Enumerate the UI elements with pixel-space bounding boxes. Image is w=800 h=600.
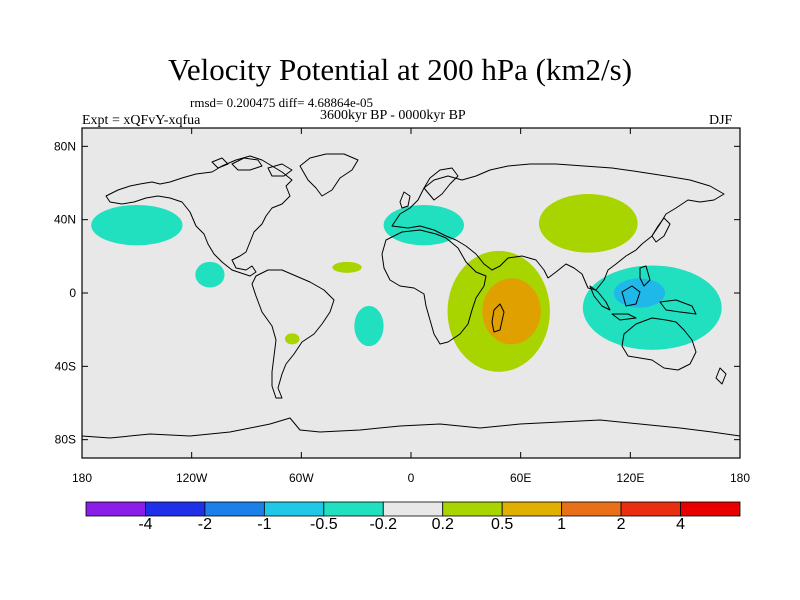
x-tick-label: 120W — [176, 471, 208, 485]
anomaly-maritime-continent-negative — [582, 265, 722, 350]
coastline-africa — [381, 229, 487, 345]
x-tick-label: 180 — [72, 471, 92, 485]
colorbar-swatch — [382, 501, 444, 517]
colorbar-label: 0.2 — [431, 516, 454, 533]
coastline-eurasia — [391, 163, 725, 291]
anomaly-south-america-small-positive — [284, 333, 300, 345]
y-tick-label: 80S — [55, 433, 76, 447]
colorbar-label: -0.2 — [369, 516, 398, 533]
colorbar-label: 4 — [676, 516, 685, 533]
anomaly-south-atlantic-negative — [354, 305, 384, 347]
colorbar-swatch — [442, 501, 503, 517]
stats-text: rmsd= 0.200475 diff= 4.68864e-05 — [190, 95, 374, 110]
coastline-japan — [651, 217, 671, 243]
colorbar-swatch — [263, 501, 325, 517]
coastline-borneo — [621, 285, 641, 307]
coastline-north-america — [105, 155, 293, 277]
coastline-antarctica — [82, 417, 740, 439]
coastline-greenland — [299, 153, 359, 197]
coastline-philippines — [639, 265, 651, 287]
coastlines — [82, 153, 740, 439]
colorbar-label: -0.5 — [310, 516, 338, 533]
y-tick-label: 40N — [54, 213, 76, 227]
y-tick-label: 40S — [55, 359, 76, 373]
colorbar-swatch — [204, 501, 265, 517]
coastline-madagascar — [491, 303, 505, 333]
colorbar-label: -4 — [138, 516, 153, 533]
axis-ticks: 180 120W 60W 0 60E 120E 180 80N 40N 0 40S 80S — [54, 128, 750, 485]
colorbar-swatch — [620, 501, 681, 517]
colorbar-swatch — [323, 501, 384, 517]
period-label: 3600kyr BP - 0000kyr BP — [320, 108, 466, 123]
coastline-sumatra — [589, 285, 611, 311]
y-tick-label: 0 — [69, 286, 76, 300]
coastline-australia — [621, 317, 697, 371]
coastline-south-america — [251, 269, 335, 399]
x-tick-label: 180 — [730, 471, 750, 485]
experiment-label: Expt = xQFvY-xqfua — [82, 113, 201, 128]
anomaly-east-asia-positive — [538, 194, 638, 253]
anomaly-africa-indian-ocean-core — [482, 278, 541, 345]
x-tick-label: 120E — [616, 471, 644, 485]
colorbar-label: 2 — [616, 516, 626, 533]
coastline-arctic-islands — [211, 157, 293, 177]
colorbar — [85, 501, 741, 517]
colorbar-swatch — [145, 501, 206, 517]
season-label: DJF — [709, 113, 733, 128]
coastline-java — [611, 313, 637, 321]
coastline-new-zealand — [715, 367, 727, 385]
y-tick-label: 80N — [54, 139, 76, 153]
colorbar-label: -2 — [197, 516, 213, 533]
colorbar-swatch — [680, 501, 741, 517]
anomaly-north-pacific-negative — [91, 205, 183, 246]
anomaly-europe-negative — [383, 205, 465, 246]
coastline-scandinavia — [423, 167, 459, 201]
colorbar-swatch — [85, 501, 146, 517]
plot-title: Velocity Potential at 200 hPa (km2/s) — [167, 52, 633, 87]
anomaly-atlantic-small-positive — [332, 261, 362, 273]
coastline-uk — [399, 191, 411, 209]
x-tick-label: 60E — [510, 471, 531, 485]
coastline-new-guinea — [659, 299, 697, 315]
x-tick-label: 60W — [289, 471, 314, 485]
colorbar-label: -1 — [257, 516, 272, 533]
colorbar-label: 0.5 — [491, 516, 514, 533]
anomaly-fields — [91, 194, 722, 372]
colorbar-swatch — [501, 501, 563, 517]
colorbar-label: 1 — [557, 516, 567, 533]
colorbar-swatch — [561, 501, 622, 517]
anomaly-east-pacific-negative — [195, 261, 225, 288]
x-tick-label: 0 — [408, 471, 415, 485]
